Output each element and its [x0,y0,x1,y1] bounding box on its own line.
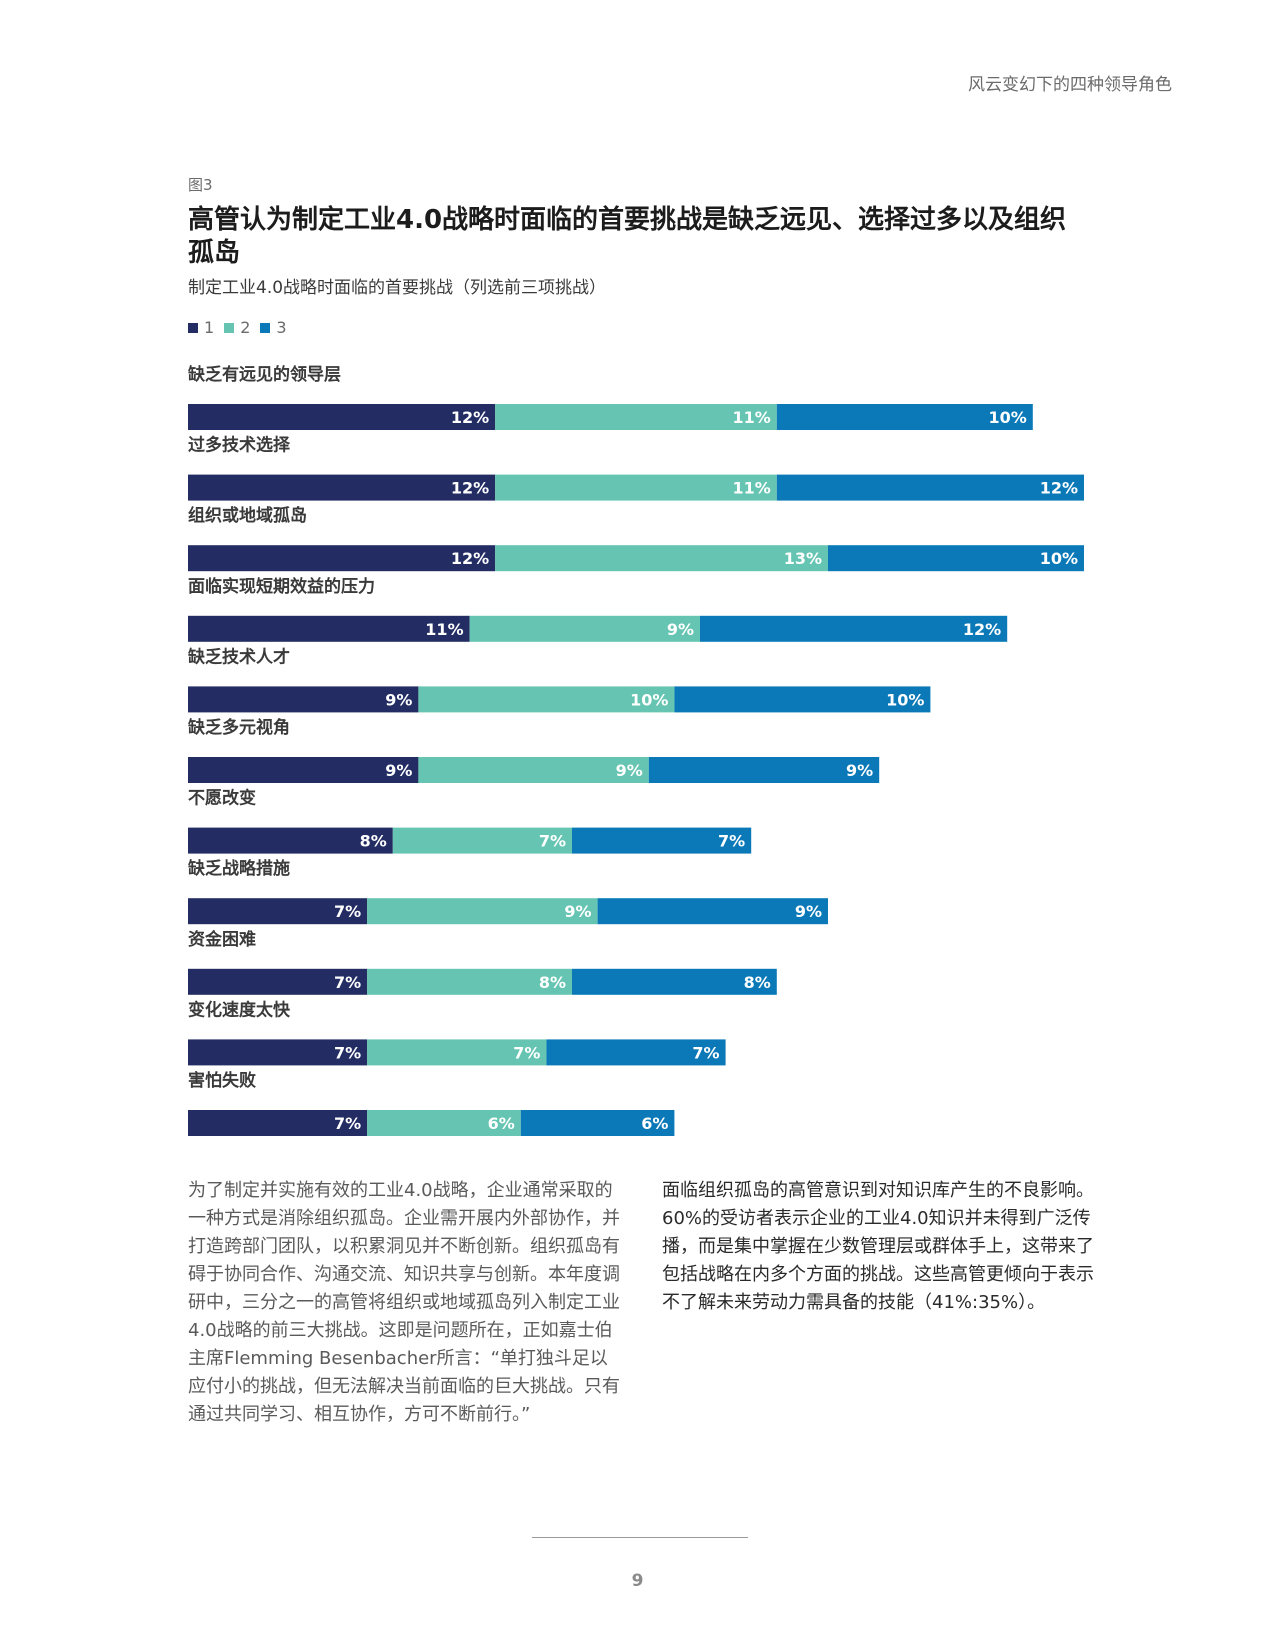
bar-segment-series-2 [367,1039,547,1066]
category-label: 组织或地域孤岛 [188,505,307,526]
data-label: 8% [539,973,566,992]
running-header: 风云变幻下的四种领导角色 [968,75,1172,95]
data-label: 9% [564,902,591,921]
stacked-bar-chart: 缺乏有远见的领导层 12% 11% 10% 过多技术选择 12% 11% 12% 组织或地域孤岛… [188,364,1084,1136]
bar-segment-series-2 [495,404,777,430]
legend-item-1: 1 [188,318,214,337]
bar-segment-series-2 [495,474,777,501]
bar-segment-series-1 [188,827,393,854]
data-label: 7% [334,1114,361,1133]
category-label: 变化速度太快 [188,999,291,1020]
bar-segment-series-1 [188,757,419,783]
data-label: 7% [334,973,361,992]
bar-segment-series-1 [188,1110,368,1136]
body-paragraph-right: 面临组织孤岛的高管意识到对知识库产生的不良影响。60%的受访者表示企业的工业4.… [662,1180,1094,1313]
bar-segment-series-3 [700,615,1008,642]
bar-segment-series-2 [392,827,572,854]
bar-segment-series-3 [520,1110,675,1136]
legend-item-3: 3 [260,318,287,337]
bar-segment-series-3 [572,968,777,995]
footer-rule [532,1537,748,1538]
data-label: 9% [795,902,822,921]
bar-segment-series-2 [418,686,675,713]
data-label: 7% [692,1043,719,1062]
bar-segment-series-3 [572,827,752,854]
data-label: 9% [616,761,643,780]
data-label: 7% [334,902,361,921]
figure-title: 高管认为制定工业4.0战略时面临的首要挑战是缺乏远见、选择过多以及组织孤岛 [188,205,1067,268]
category-label: 害怕失败 [188,1070,256,1091]
bar-segment-series-3 [597,898,828,925]
bar-segment-series-3 [776,404,1033,430]
data-label: 7% [718,832,745,851]
data-label: 9% [385,761,412,780]
bar-segment-series-1 [188,615,470,642]
category-label: 不愿改变 [188,788,256,809]
legend-label-1: 1 [204,318,215,337]
bar-segment-series-3 [776,474,1084,501]
bar-segment-series-1 [188,1039,368,1066]
category-label: 缺乏战略措施 [188,858,290,879]
page-number: 9 [631,1571,644,1591]
bar-segment-series-1 [188,898,368,925]
legend-swatch-3 [260,322,271,333]
bar-segment-series-2 [367,1110,521,1136]
legend-label-2: 2 [240,318,251,337]
data-label: 10% [886,690,924,709]
data-label: 10% [1040,549,1078,568]
bar-segment-series-2 [469,615,700,642]
bar-segment-series-3 [674,686,931,713]
data-label: 8% [360,832,387,851]
figure-label: 图3 [188,176,213,194]
bar-segment-series-1 [188,474,496,501]
category-label: 资金困难 [188,929,256,950]
data-label: 7% [334,1043,361,1062]
data-label: 12% [451,408,489,427]
legend-item-2: 2 [224,318,250,337]
bar-segment-series-2 [367,898,598,925]
bar-segment-series-1 [188,545,496,572]
figure-subtitle: 制定工业4.0战略时面临的首要挑战（列选前三项挑战） [188,278,607,298]
data-label: 6% [488,1114,515,1133]
bar-segment-series-3 [546,1039,726,1066]
bar-segment-series-2 [367,968,572,995]
data-label: 8% [744,973,771,992]
data-label: 9% [385,690,412,709]
data-label: 9% [667,620,694,639]
legend-swatch-1 [188,322,198,333]
bar-segment-series-3 [828,545,1084,572]
legend-swatch-2 [224,322,235,333]
data-label: 10% [989,408,1027,427]
body-paragraph-left: 为了制定并实施有效的工业4.0战略，企业通常采取的一种方式是消除组织孤岛。企业需… [188,1180,620,1425]
bar-segment-series-2 [418,757,649,783]
data-label: 12% [451,549,489,568]
legend-label-3: 3 [276,318,287,337]
category-label: 缺乏有远见的领导层 [188,364,341,385]
chart-legend: 1 2 3 [188,318,297,337]
data-label: 12% [1040,479,1078,498]
data-label: 7% [513,1043,540,1062]
data-label: 12% [963,620,1001,639]
data-label: 10% [630,690,668,709]
data-label: 9% [846,761,873,780]
bar-segment-series-1 [188,968,368,995]
bar-segment-series-1 [188,404,496,430]
bar-segment-series-3 [648,757,880,783]
category-label: 面临实现短期效益的压力 [188,576,375,597]
data-label: 11% [733,479,771,498]
data-label: 12% [451,479,489,498]
data-label: 11% [733,408,771,427]
bar-segment-series-1 [188,686,419,713]
category-label: 缺乏技术人才 [188,646,290,667]
data-label: 11% [425,620,463,639]
data-label: 6% [641,1114,668,1133]
data-label: 13% [784,549,822,568]
bar-segment-series-2 [495,545,828,572]
category-label: 过多技术选择 [188,435,291,456]
data-label: 7% [539,832,566,851]
category-label: 缺乏多元视角 [188,717,290,738]
